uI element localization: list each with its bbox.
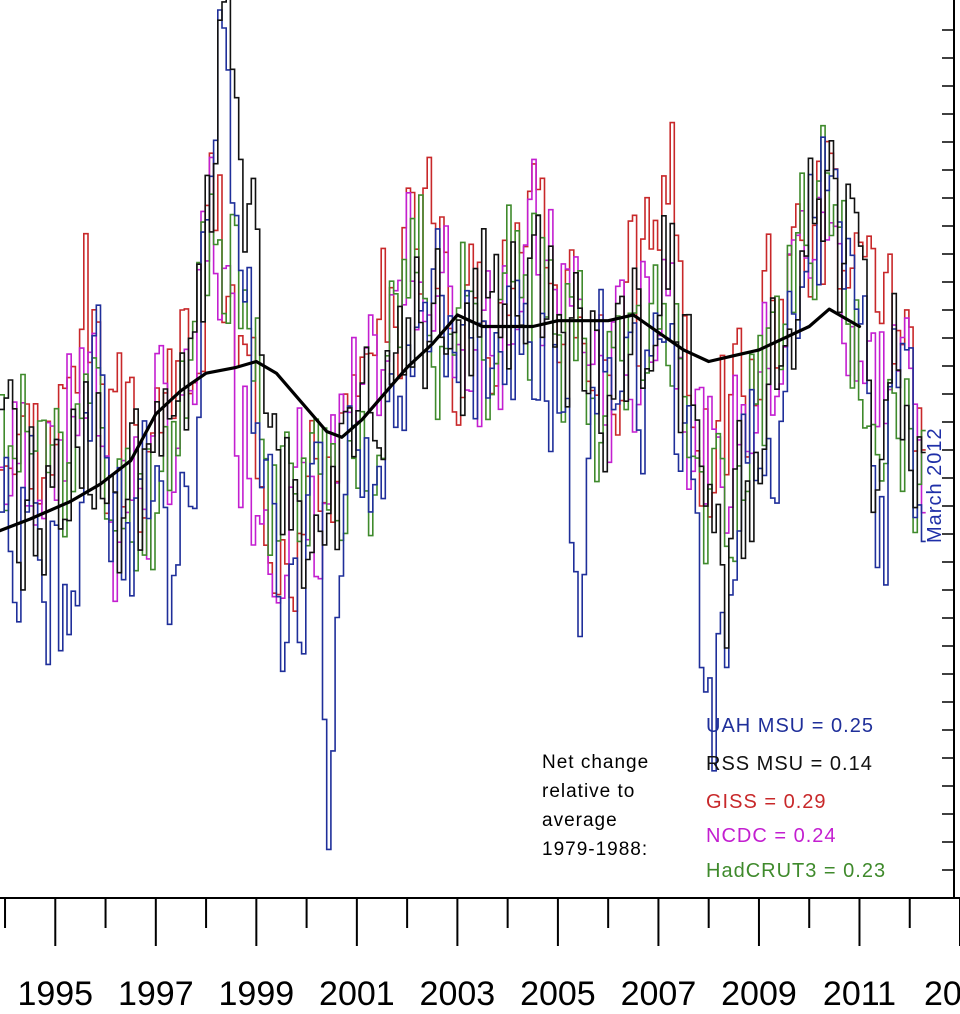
x-tick-label: 201 — [924, 975, 960, 1013]
x-tick-label: 2011 — [823, 975, 896, 1013]
series-ncdc — [0, 156, 926, 604]
net-change-line-4: 1979-1988: — [542, 839, 648, 860]
legend-entry-uah: UAH MSU = 0.25 — [706, 715, 874, 737]
legend-entry-rss: RSS MSU = 0.14 — [706, 753, 873, 775]
x-tick-label: 2007 — [621, 975, 697, 1013]
side-label: March 2012 — [924, 427, 946, 543]
series-running-mean — [0, 307, 862, 533]
x-tick-label: 2009 — [721, 975, 797, 1013]
net-change-note: Net change relative to average 1979-1988… — [542, 752, 649, 860]
net-change-line-3: average — [542, 810, 618, 831]
series-uah-msu — [0, 9, 926, 851]
net-change-line-1: Net change — [542, 752, 649, 773]
x-tick-label: 2005 — [520, 975, 596, 1013]
x-tick-label: 2003 — [420, 975, 496, 1013]
x-tick-label: 1997 — [118, 975, 194, 1013]
legend: UAH MSU = 0.25 RSS MSU = 0.14 GISS = 0.2… — [706, 715, 886, 882]
smoothed-layer — [0, 307, 862, 533]
net-change-line-2: relative to — [542, 781, 635, 802]
x-tick-label: 2001 — [319, 975, 395, 1013]
series-layer — [0, 0, 926, 851]
legend-entry-hadcrut3: HadCRUT3 = 0.23 — [706, 860, 886, 882]
legend-entry-ncdc: NCDC = 0.24 — [706, 825, 837, 847]
legend-entry-giss: GISS = 0.29 — [706, 791, 827, 813]
series-rss-msu — [0, 0, 926, 649]
x-tick-label: 1999 — [219, 975, 295, 1013]
x-tick-label: 1995 — [17, 975, 93, 1013]
